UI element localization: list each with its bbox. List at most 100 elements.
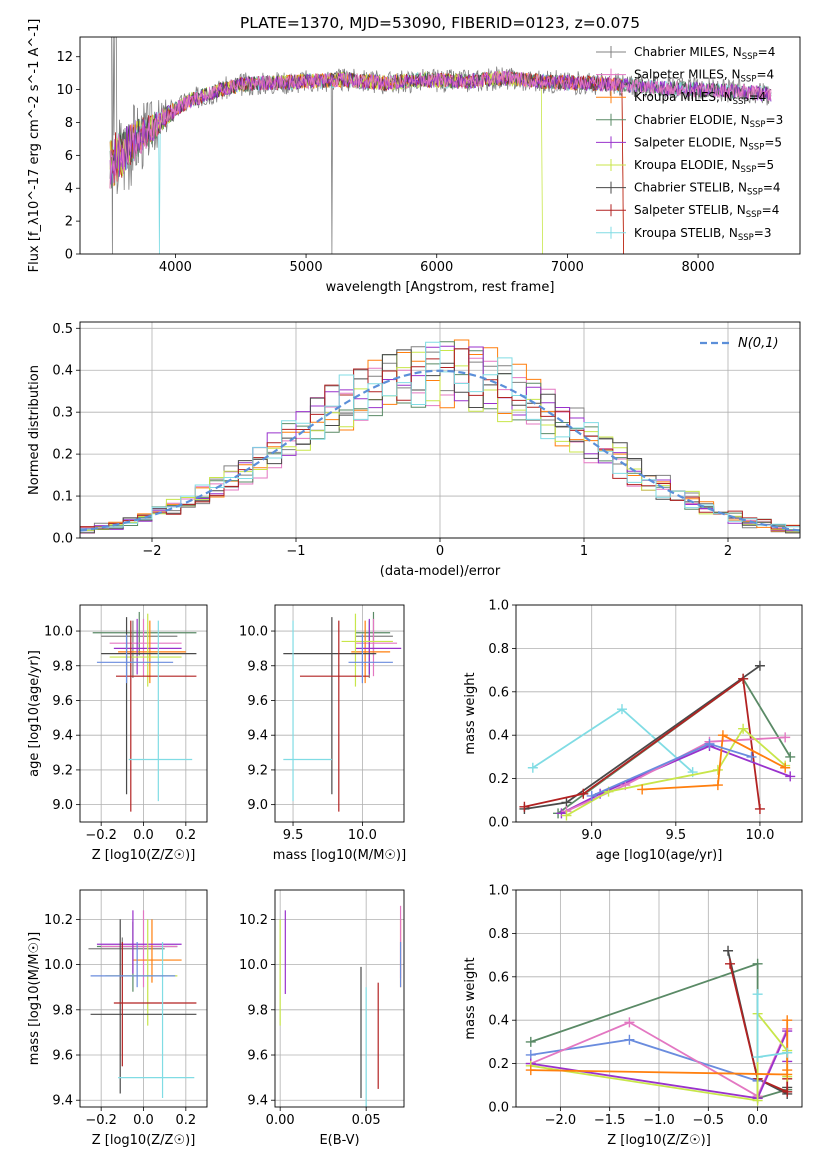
x-tick-label: 1 — [580, 544, 588, 559]
x-axis-label: Z [log10(Z/Z☉)] — [92, 1133, 196, 1148]
plus-marker — [785, 771, 796, 782]
data-point — [109, 618, 182, 677]
plot-area — [109, 37, 772, 254]
plus-marker — [712, 764, 723, 775]
mass-weight-series — [530, 1038, 758, 1082]
plus-marker — [578, 788, 589, 799]
figure-title: PLATE=1370, MJD=53090, FIBERID=0123, z=0… — [240, 14, 640, 32]
y-tick-label: 10 — [56, 83, 73, 98]
data-point — [355, 618, 398, 677]
legend-label: N(0,1) — [738, 336, 779, 351]
y-tick-label: 0.8 — [488, 642, 509, 657]
x-tick-label: 10.0 — [348, 828, 377, 843]
data-point — [96, 910, 182, 974]
y-axis-label: mass weight — [463, 957, 478, 1039]
y-tick-label: 10.0 — [239, 958, 268, 973]
y-tick-label: 10.2 — [44, 913, 73, 928]
legend-subscript: SSP — [741, 165, 757, 175]
legend-label: Salpeter STELIB, NSSP=4 — [634, 203, 779, 220]
plus-marker — [525, 1065, 536, 1076]
data-point — [96, 634, 174, 684]
residual-histogram-panel: −2 −1 0 1 2 0.0 0.1 0.2 0.3 0.4 0.5 (data-model)/er… — [27, 321, 801, 579]
legend-count: =4 — [758, 45, 776, 59]
legend-count: =4 — [763, 181, 781, 195]
mass-weight-series — [524, 677, 761, 810]
plus-marker — [616, 704, 627, 715]
x-tick-label: −0.2 — [85, 828, 117, 843]
y-tick-label: 6 — [65, 149, 73, 164]
legend-subscript: SSP — [733, 97, 749, 107]
data-point — [299, 620, 370, 812]
data-point — [88, 937, 165, 979]
x-axis-label: age [log10(age/yr)] — [596, 848, 723, 863]
axes-frame — [274, 889, 405, 1108]
data-point — [113, 941, 197, 1067]
mass-weight-series — [729, 963, 789, 1094]
legend-label: Salpeter ELODIE, NSSP=5 — [634, 135, 782, 152]
legend-subscript: SSP — [747, 188, 763, 198]
y-axis-label: mass [log10(M/M☉)] — [27, 932, 42, 1065]
x-axis-label: (data-model)/error — [380, 564, 501, 579]
x-tick-label: 4000 — [159, 260, 192, 275]
y-tick-label: 0.6 — [488, 685, 509, 700]
x-tick-label: −0.2 — [85, 1113, 117, 1128]
y-tick-label: 9.2 — [52, 763, 73, 778]
y-axis-label: age [log10(age/yr)] — [27, 650, 42, 777]
data-point — [128, 620, 193, 802]
mass-weight-series — [530, 1020, 789, 1076]
legend-count: =4 — [756, 68, 774, 82]
axes-frame — [79, 889, 208, 1108]
plus-marker — [754, 803, 765, 814]
plus-marker — [752, 1052, 763, 1063]
y-tick-label: 9.6 — [52, 1049, 73, 1064]
y-tick-label: 1.0 — [488, 884, 509, 899]
legend-label: Kroupa STELIB, NSSP=3 — [634, 226, 772, 243]
x-tick-label: 0 — [436, 544, 444, 559]
data-point — [90, 941, 176, 988]
y-tick-label: 10.2 — [239, 913, 268, 928]
y-tick-label: 0.4 — [488, 729, 509, 744]
legend-count: =4 — [749, 90, 767, 104]
x-tick-label: 0.05 — [352, 1113, 381, 1128]
plus-marker — [738, 723, 749, 734]
y-tick-label: 10.0 — [44, 625, 73, 640]
plus-marker — [717, 730, 728, 741]
plus-marker — [785, 751, 796, 762]
x-tick-label: −0.5 — [693, 1113, 725, 1128]
legend-subscript: SSP — [746, 210, 762, 220]
x-tick-label: 9.5 — [665, 828, 686, 843]
y-tick-label: 0.8 — [488, 927, 509, 942]
y-tick-label: 0.4 — [488, 1014, 509, 1029]
plus-marker — [782, 1065, 793, 1076]
axes-frame — [515, 604, 803, 823]
y-tick-label: 9.2 — [247, 763, 268, 778]
plus-marker — [556, 808, 567, 819]
y-tick-label: 4 — [65, 182, 73, 197]
x-axis-label: Z [log10(Z/Z☉)] — [92, 848, 196, 863]
plus-marker — [624, 1034, 635, 1045]
legend-subscript: SSP — [748, 142, 764, 152]
y-tick-label: 0.0 — [488, 1101, 509, 1116]
x-axis-label: mass [log10(M/M☉)] — [273, 848, 406, 863]
plus-marker — [712, 780, 723, 791]
y-tick-label: 10.0 — [44, 958, 73, 973]
x-axis-label: wavelength [Angstrom, rest frame] — [326, 280, 555, 295]
normal-curve — [80, 369, 800, 532]
x-tick-label: 0.0 — [133, 828, 154, 843]
y-tick-label: 9.8 — [247, 659, 268, 674]
x-tick-label: 10.0 — [745, 828, 774, 843]
plot-area — [92, 611, 197, 812]
plus-marker — [725, 958, 736, 969]
y-axis-label: Normed distribution — [27, 365, 42, 495]
x-tick-label: 7000 — [551, 260, 584, 275]
plus-marker — [704, 738, 715, 749]
spectrum-line — [109, 69, 772, 189]
axes-frame — [79, 604, 208, 823]
legend-label: Chabrier ELODIE, NSSP=3 — [634, 113, 783, 130]
data-point — [132, 919, 182, 983]
x-tick-label: 8000 — [682, 260, 715, 275]
plus-marker — [780, 732, 791, 743]
data-point — [341, 613, 393, 687]
axes-frame — [274, 604, 405, 823]
legend-count: =3 — [766, 113, 784, 127]
